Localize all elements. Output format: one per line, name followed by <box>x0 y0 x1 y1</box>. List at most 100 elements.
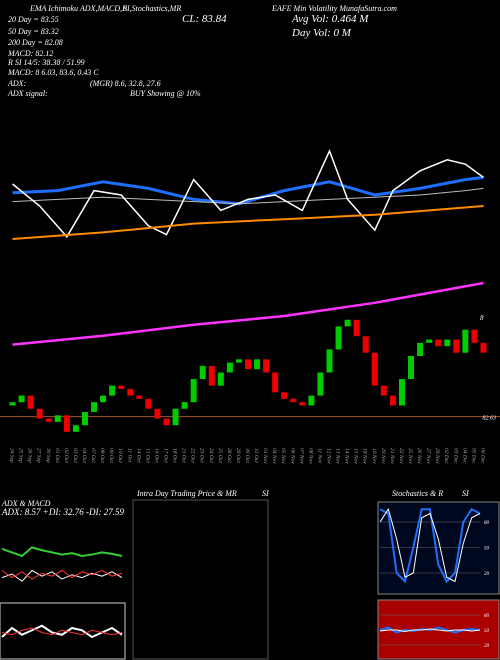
ma-line <box>12 281 484 346</box>
x-tick-label: 27 Sep <box>36 448 42 463</box>
x-tick-label: 11 Oct <box>126 448 132 463</box>
candle <box>72 425 79 432</box>
candle <box>18 395 25 403</box>
x-tick-label: 14 Nov <box>344 448 351 464</box>
candle <box>245 359 251 370</box>
x-tick-label: 17 Oct <box>162 448 168 463</box>
candle <box>362 336 369 353</box>
indicator-line <box>1 627 123 636</box>
x-tick-label: 06 Dec <box>479 448 485 464</box>
x-tick-label: 14 Oct <box>135 448 142 463</box>
candle <box>235 359 242 363</box>
indicator-line <box>379 507 481 584</box>
panel-title: ADX & MACD <box>1 499 51 508</box>
panel-subtitle: SI <box>262 489 269 498</box>
candle <box>208 365 215 386</box>
x-tick-label: 20 Nov <box>380 448 386 464</box>
candle <box>27 395 34 409</box>
x-tick-label: 15 Nov <box>353 448 359 464</box>
candle <box>217 372 224 386</box>
header-text: 20 Day = 83.55 <box>8 15 59 24</box>
candle <box>426 339 433 343</box>
y-tick-label: 20 <box>484 572 490 577</box>
candle <box>81 412 88 426</box>
x-tick-label: 25 Oct <box>217 448 223 463</box>
y-tick-label: 50 <box>484 629 490 634</box>
x-tick-label: 16 Oct <box>153 448 159 463</box>
header-text: Avg Vol: 0.464 M <box>292 13 369 25</box>
annotation: 8 <box>480 314 484 322</box>
header-text: EAFE Min Volatility MunafaSutra.com <box>272 4 397 13</box>
candle <box>254 359 261 370</box>
candle <box>453 339 460 353</box>
panel <box>377 501 500 595</box>
candle <box>136 395 143 399</box>
candle <box>100 395 107 403</box>
x-tick-label: 30 Oct <box>244 447 250 463</box>
candle <box>199 365 206 380</box>
y-tick-label: 80 <box>484 614 490 619</box>
y-tick-label: 20 <box>484 644 490 649</box>
candle <box>299 402 306 406</box>
header-text: SI,Stochastics,MR <box>123 4 182 13</box>
panel-title: Intra Day Trading Price & MR <box>136 489 237 498</box>
candle <box>326 349 333 373</box>
x-tick-label: 25 Sep <box>18 448 24 463</box>
candle <box>281 392 288 399</box>
header-text: R SI 14/5: 38.38 / 51.99 <box>8 58 85 67</box>
candle <box>163 418 170 426</box>
x-tick-label: 05 Nov <box>280 448 286 464</box>
x-tick-label: 01 Nov <box>262 448 268 464</box>
x-tick-label: 23 Oct <box>199 448 205 463</box>
y-tick-label: 50 <box>484 547 490 552</box>
x-tick-label: 12 Nov <box>326 448 332 464</box>
x-tick-label: 18 Nov <box>362 448 368 464</box>
y-tick-label: 80 <box>484 521 490 526</box>
x-tick-label: 08 Nov <box>307 448 313 464</box>
indicator-line <box>1 546 123 558</box>
indicator-line <box>379 628 481 633</box>
candle <box>54 415 61 422</box>
candle <box>335 326 342 350</box>
header-text: (MGR) 8.6, 32.8, 27.6 <box>90 79 161 88</box>
x-tick-label: 22 Nov <box>398 448 404 464</box>
x-tick-label: 15 Oct <box>144 448 150 463</box>
header-text: MACD: 8 6.03, 83.6, 0.43 C <box>8 68 99 77</box>
candle <box>63 415 70 432</box>
candle <box>462 329 469 353</box>
candle <box>353 319 360 337</box>
panel-subtitle: ADX: 8.57 +DI: 32.76 -DI: 27.59 <box>1 507 125 517</box>
x-tick-label: 29 Oct <box>235 448 241 463</box>
header-text: 50 Day = 83.32 <box>8 27 59 36</box>
candle <box>417 342 424 357</box>
candle <box>371 352 378 386</box>
x-tick-label: 01 Oct <box>54 448 60 463</box>
x-tick-label: 25 Nov <box>407 448 413 464</box>
indicator-line <box>1 569 123 580</box>
candle <box>118 385 125 389</box>
x-tick-label: 28 Oct <box>226 448 232 463</box>
x-tick-label: 26 Sep <box>27 448 33 463</box>
x-tick-label: 27 Nov <box>425 448 431 464</box>
candle <box>172 408 179 426</box>
candle <box>127 388 134 396</box>
x-tick-label: 11 Nov <box>316 448 322 464</box>
x-tick-label: 04 Oct <box>81 448 88 463</box>
x-tick-label: 24 Sep <box>9 448 16 463</box>
x-tick-label: 30 Sep <box>45 447 51 463</box>
ma-line <box>12 205 484 240</box>
candle <box>91 402 98 413</box>
y-tick-label: 82.63 <box>483 416 497 422</box>
header-text: Day Vol: 0 M <box>292 27 351 39</box>
candle <box>317 372 324 396</box>
header-text: BUY Showing @ 10% <box>130 89 201 98</box>
candle <box>9 402 16 406</box>
x-tick-label: 08 Oct <box>99 448 105 463</box>
candle <box>308 395 315 406</box>
x-tick-label: 21 Nov <box>389 448 395 464</box>
header-text: MACD: 82.12 <box>8 49 54 58</box>
x-tick-label: 18 Oct <box>172 448 178 463</box>
x-tick-label: 04 Dec <box>461 448 468 464</box>
x-tick-label: 19 Nov <box>371 448 377 464</box>
